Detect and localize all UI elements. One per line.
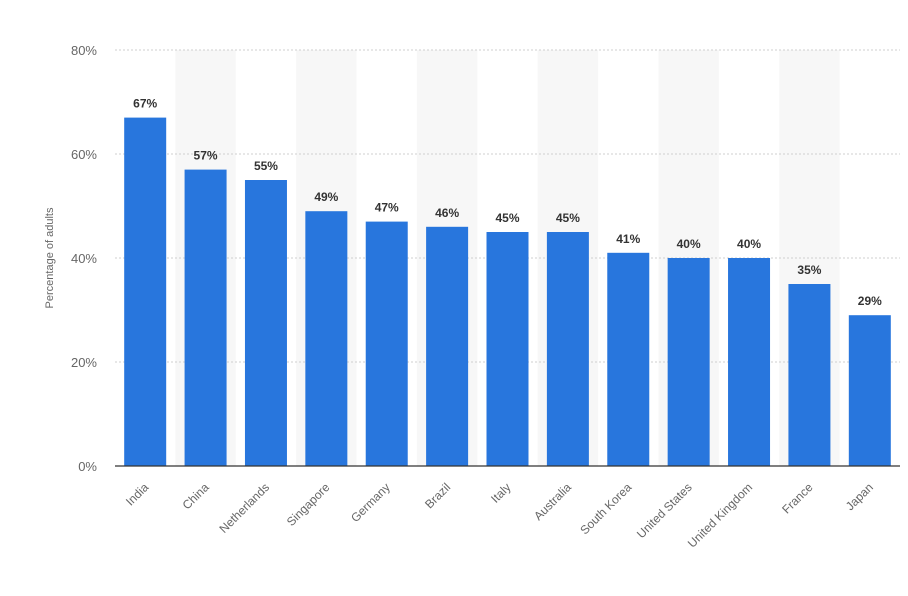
y-tick-label: 0% bbox=[78, 459, 97, 474]
data-label: 55% bbox=[254, 159, 278, 173]
x-tick-label: China bbox=[180, 480, 212, 512]
bar[interactable] bbox=[305, 211, 348, 466]
bar[interactable] bbox=[184, 169, 227, 466]
x-tick-label: Italy bbox=[488, 480, 513, 505]
data-label: 67% bbox=[133, 97, 157, 111]
x-tick-label: Netherlands bbox=[216, 480, 272, 536]
bar[interactable] bbox=[365, 221, 408, 466]
data-label: 29% bbox=[858, 294, 882, 308]
data-label: 45% bbox=[556, 211, 580, 225]
x-tick-label: Germany bbox=[348, 480, 393, 525]
x-tick-label: Japan bbox=[843, 480, 876, 513]
bar[interactable] bbox=[607, 252, 650, 466]
data-label: 47% bbox=[375, 201, 399, 215]
x-tick-label: United States bbox=[634, 480, 695, 541]
x-tick-label: Australia bbox=[531, 480, 574, 523]
data-label: 57% bbox=[194, 149, 218, 163]
bar[interactable] bbox=[788, 284, 831, 466]
bars bbox=[124, 117, 891, 466]
bar[interactable] bbox=[546, 232, 589, 466]
y-tick-label: 60% bbox=[71, 147, 97, 162]
y-axis-tick-labels: 0% 20% 40% 60% 80% bbox=[71, 43, 97, 474]
x-tick-label: Brazil bbox=[422, 480, 453, 511]
x-tick-label: Singapore bbox=[284, 480, 333, 529]
x-tick-label: South Korea bbox=[577, 480, 634, 537]
bar[interactable] bbox=[244, 180, 287, 466]
x-axis-tick-labels: India China Netherlands Singapore Germany Bra… bbox=[123, 480, 876, 551]
data-label: 35% bbox=[797, 263, 821, 277]
bar[interactable] bbox=[124, 117, 167, 466]
y-tick-label: 40% bbox=[71, 251, 97, 266]
bar[interactable] bbox=[728, 258, 771, 466]
data-label: 41% bbox=[616, 232, 640, 246]
data-labels: 67% 57% 55% 49% 47% 46% 45% 45% 41% 40% 40% 35% 29% bbox=[133, 97, 882, 309]
y-tick-label: 80% bbox=[71, 43, 97, 58]
data-label: 40% bbox=[737, 237, 761, 251]
bar[interactable] bbox=[667, 258, 710, 466]
bar[interactable] bbox=[848, 315, 891, 466]
data-label: 46% bbox=[435, 206, 459, 220]
bar[interactable] bbox=[426, 226, 469, 466]
x-tick-label: United Kingdom bbox=[685, 480, 755, 550]
x-tick-label: India bbox=[123, 480, 152, 509]
x-tick-label: France bbox=[779, 480, 816, 517]
data-label: 45% bbox=[495, 211, 519, 225]
y-tick-label: 20% bbox=[71, 355, 97, 370]
data-label: 49% bbox=[314, 190, 338, 204]
y-axis-title: Percentage of adults bbox=[44, 207, 56, 308]
bar[interactable] bbox=[486, 232, 529, 466]
data-label: 40% bbox=[677, 237, 701, 251]
